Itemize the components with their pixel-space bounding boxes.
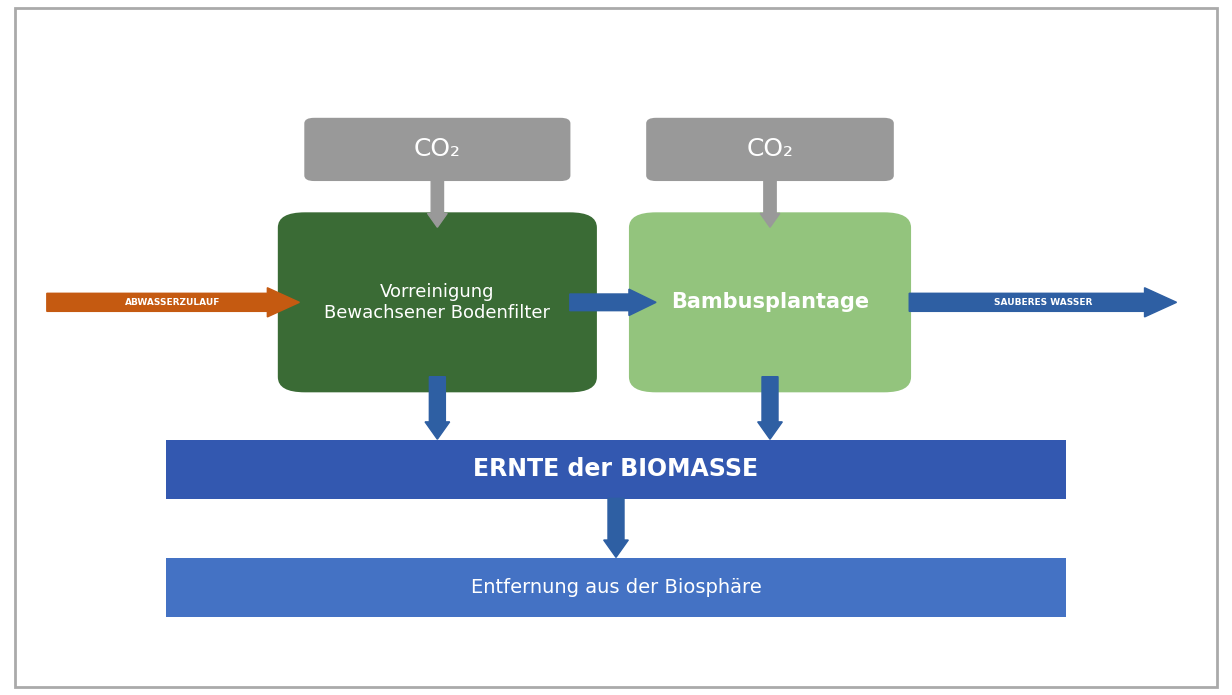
Polygon shape xyxy=(570,289,655,316)
FancyBboxPatch shape xyxy=(646,117,894,181)
Polygon shape xyxy=(604,498,628,557)
Bar xyxy=(166,439,1066,499)
Text: Bambusplantage: Bambusplantage xyxy=(671,293,869,312)
Text: Vorreinigung
Bewachsener Bodenfilter: Vorreinigung Bewachsener Bodenfilter xyxy=(324,283,551,322)
Polygon shape xyxy=(760,175,780,227)
Polygon shape xyxy=(909,288,1177,317)
Text: ABWASSERZULAUF: ABWASSERZULAUF xyxy=(126,298,221,306)
FancyBboxPatch shape xyxy=(628,213,912,392)
FancyBboxPatch shape xyxy=(278,213,598,392)
Text: ERNTE der BIOMASSE: ERNTE der BIOMASSE xyxy=(473,457,759,481)
Polygon shape xyxy=(758,377,782,439)
Polygon shape xyxy=(47,288,299,317)
Text: Entfernung aus der Biosphäre: Entfernung aus der Biosphäre xyxy=(471,578,761,597)
Bar xyxy=(166,557,1066,617)
FancyBboxPatch shape xyxy=(304,117,570,181)
Polygon shape xyxy=(428,175,447,227)
Text: SAUBERES WASSER: SAUBERES WASSER xyxy=(994,298,1092,306)
Text: CO₂: CO₂ xyxy=(414,138,461,161)
Text: CO₂: CO₂ xyxy=(747,138,793,161)
Polygon shape xyxy=(425,377,450,439)
